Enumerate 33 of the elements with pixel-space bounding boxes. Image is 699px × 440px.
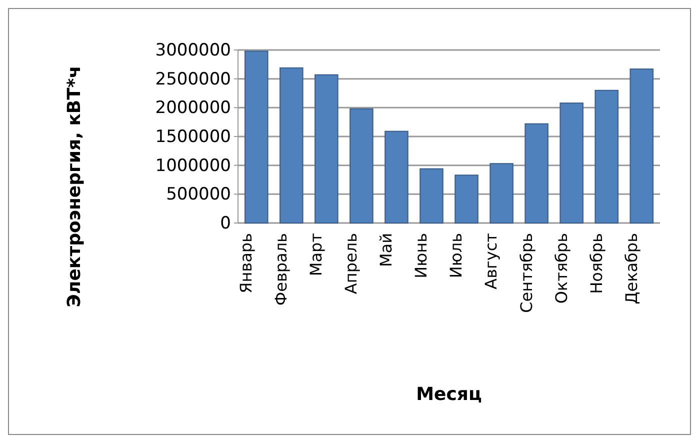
x-tick-label: Январь [236, 233, 256, 294]
bar [560, 102, 584, 224]
bar [490, 163, 514, 224]
bar [420, 168, 444, 224]
y-tick-label: 3000000 [155, 40, 231, 60]
x-tick-label: Апрель [342, 233, 361, 294]
bar [524, 123, 548, 224]
x-tick-label: Июнь [412, 233, 431, 278]
y-tick-label: 2500000 [155, 69, 231, 90]
x-tick-label: Март [306, 233, 326, 276]
x-tick-label: Ноябрь [586, 233, 606, 294]
x-tick-label: Декабрь [622, 233, 641, 304]
bar [350, 108, 374, 224]
y-tick-label: 0 [220, 213, 231, 234]
x-axis-title: Месяц [416, 384, 482, 405]
x-tick-label: Май [376, 233, 396, 268]
y-tick-label: 500000 [166, 184, 231, 205]
y-tick-label: 2000000 [155, 98, 231, 118]
x-tick-label: Август [482, 233, 501, 290]
x-tick-label: Октябрь [552, 233, 571, 304]
x-tick-label: Сентябрь [516, 233, 536, 313]
bar [630, 68, 654, 224]
bar [314, 74, 338, 224]
bar [594, 90, 618, 224]
x-tick-label: Февраль [272, 233, 291, 306]
bar [454, 174, 478, 224]
y-tick-label: 1500000 [155, 126, 231, 147]
x-tick-label: Июль [446, 233, 466, 278]
bar [244, 50, 268, 224]
y-axis-title: Электроэнергия, кВТ*ч [64, 66, 85, 308]
bar [384, 130, 408, 224]
bar [280, 67, 304, 224]
y-tick-label: 1000000 [155, 156, 231, 176]
